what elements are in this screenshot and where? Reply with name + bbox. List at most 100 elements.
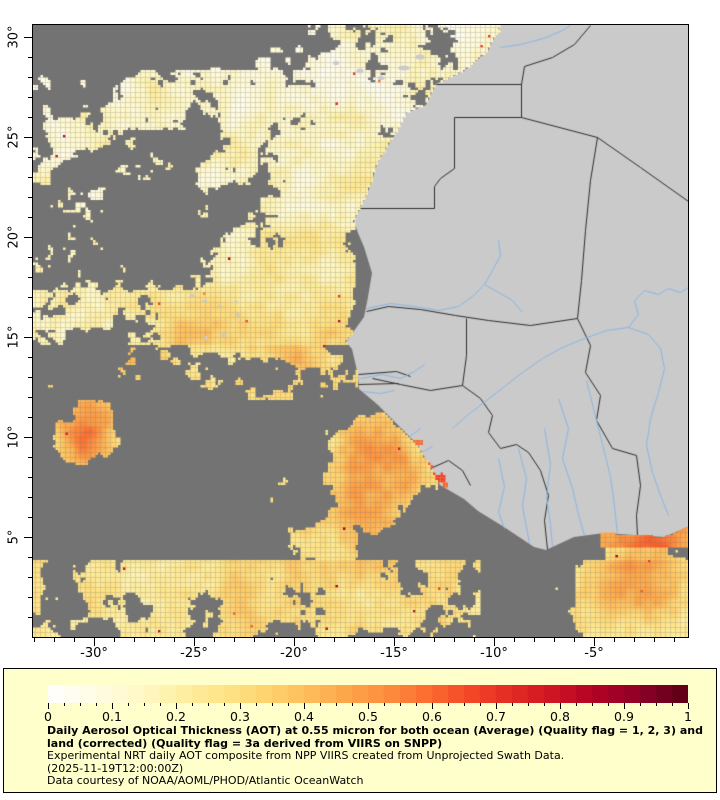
colorbar-tick-label: 0.5 — [358, 709, 378, 724]
x-axis-major-tick — [93, 638, 95, 646]
x-axis-minor-tick — [553, 638, 555, 642]
y-axis-minor-tick — [28, 176, 32, 178]
y-axis-minor-tick — [28, 376, 32, 378]
y-axis-minor-tick — [28, 196, 32, 198]
y-axis-major-tick — [24, 536, 32, 538]
x-axis-tick-label: -10° — [480, 646, 508, 661]
x-axis-major-tick — [593, 638, 595, 646]
colorbar-minor-tick — [159, 703, 161, 706]
colorbar-minor-tick — [335, 703, 337, 706]
x-axis-minor-tick — [233, 638, 235, 642]
y-axis-minor-tick — [28, 516, 32, 518]
y-axis-minor-tick — [28, 596, 32, 598]
legend-subtitle: Experimental NRT daily AOT composite fro… — [47, 749, 565, 762]
y-axis-minor-tick — [28, 76, 32, 78]
y-axis-tick-label: 20° — [6, 225, 22, 249]
colorbar-minor-tick — [143, 703, 145, 706]
x-axis-minor-tick — [153, 638, 155, 642]
y-axis-minor-tick — [28, 256, 32, 258]
y-axis-major-tick — [24, 436, 32, 438]
y-axis-minor-tick — [28, 216, 32, 218]
colorbar-minor-tick — [127, 703, 129, 706]
x-axis-minor-tick — [453, 638, 455, 642]
colorbar-tick-label: 0 — [44, 709, 52, 724]
x-axis-tick-label: -30° — [80, 646, 108, 661]
colorbar-minor-tick — [463, 703, 465, 706]
y-axis-minor-tick — [28, 456, 32, 458]
y-axis-tick-label: 10° — [6, 425, 22, 449]
y-axis-tick-label: 30° — [6, 25, 22, 49]
colorbar-minor-tick — [671, 703, 673, 706]
colorbar-minor-tick — [79, 703, 81, 706]
y-axis-minor-tick — [28, 556, 32, 558]
colorbar-major-tick — [687, 703, 689, 709]
legend-courtesy: Data courtesy of NOAA/AOML/PHOD/Atlantic… — [47, 774, 364, 787]
colorbar-major-tick — [431, 703, 433, 709]
x-axis-minor-tick — [353, 638, 355, 642]
y-axis-minor-tick — [28, 296, 32, 298]
x-axis-minor-tick — [173, 638, 175, 642]
colorbar-minor-tick — [607, 703, 609, 706]
colorbar-minor-tick — [63, 703, 65, 706]
x-axis-major-tick — [493, 638, 495, 646]
y-axis-minor-tick — [28, 496, 32, 498]
colorbar-major-tick — [495, 703, 497, 709]
colorbar-tick-label: 0.2 — [166, 709, 186, 724]
colorbar-minor-tick — [639, 703, 641, 706]
x-axis-minor-tick — [213, 638, 215, 642]
y-axis-minor-tick — [28, 616, 32, 618]
x-axis-tick-label: -25° — [180, 646, 208, 661]
colorbar-major-tick — [303, 703, 305, 709]
colorbar-major-tick — [367, 703, 369, 709]
y-axis-minor-tick — [28, 396, 32, 398]
x-axis-minor-tick — [113, 638, 115, 642]
colorbar-minor-tick — [527, 703, 529, 706]
y-axis-minor-tick — [28, 276, 32, 278]
legend-box: 0 0.1 0.2 0.3 0.4 0.5 0.6 0.7 0.8 0.9 1 Daily Aero… — [3, 668, 717, 793]
x-axis-minor-tick — [273, 638, 275, 642]
colorbar-minor-tick — [223, 703, 225, 706]
x-axis-minor-tick — [673, 638, 675, 642]
colorbar — [48, 685, 688, 703]
x-axis-minor-tick — [533, 638, 535, 642]
colorbar-minor-tick — [351, 703, 353, 706]
colorbar-minor-tick — [191, 703, 193, 706]
colorbar-major-tick — [623, 703, 625, 709]
colorbar-tick-label: 0.1 — [102, 709, 122, 724]
colorbar-minor-tick — [511, 703, 513, 706]
x-axis-minor-tick — [33, 638, 35, 642]
x-axis-minor-tick — [613, 638, 615, 642]
x-axis-minor-tick — [313, 638, 315, 642]
x-axis-tick-label: -20° — [280, 646, 308, 661]
x-axis-minor-tick — [433, 638, 435, 642]
colorbar-tick-label: 0.9 — [614, 709, 634, 724]
x-axis-minor-tick — [473, 638, 475, 642]
x-axis-minor-tick — [413, 638, 415, 642]
colorbar-tick-label: 0.4 — [294, 709, 314, 724]
y-axis-tick-label: 25° — [6, 125, 22, 149]
x-axis-minor-tick — [53, 638, 55, 642]
colorbar-major-tick — [559, 703, 561, 709]
colorbar-tick-label: 0.8 — [550, 709, 570, 724]
colorbar-minor-tick — [447, 703, 449, 706]
y-axis-major-tick — [24, 336, 32, 338]
colorbar-minor-tick — [95, 703, 97, 706]
colorbar-minor-tick — [575, 703, 577, 706]
y-axis-major-tick — [24, 236, 32, 238]
colorbar-minor-tick — [207, 703, 209, 706]
x-axis-minor-tick — [633, 638, 635, 642]
x-axis-minor-tick — [573, 638, 575, 642]
y-axis-major-tick — [24, 136, 32, 138]
y-axis-minor-tick — [28, 476, 32, 478]
aot-map-canvas — [33, 25, 688, 637]
colorbar-minor-tick — [399, 703, 401, 706]
colorbar-tick-label: 1 — [684, 709, 692, 724]
colorbar-minor-tick — [383, 703, 385, 706]
y-axis-minor-tick — [28, 356, 32, 358]
colorbar-major-tick — [175, 703, 177, 709]
colorbar-minor-tick — [591, 703, 593, 706]
x-axis-major-tick — [293, 638, 295, 646]
y-axis-tick-label: 15° — [6, 325, 22, 349]
colorbar-tick-label: 0.7 — [486, 709, 506, 724]
